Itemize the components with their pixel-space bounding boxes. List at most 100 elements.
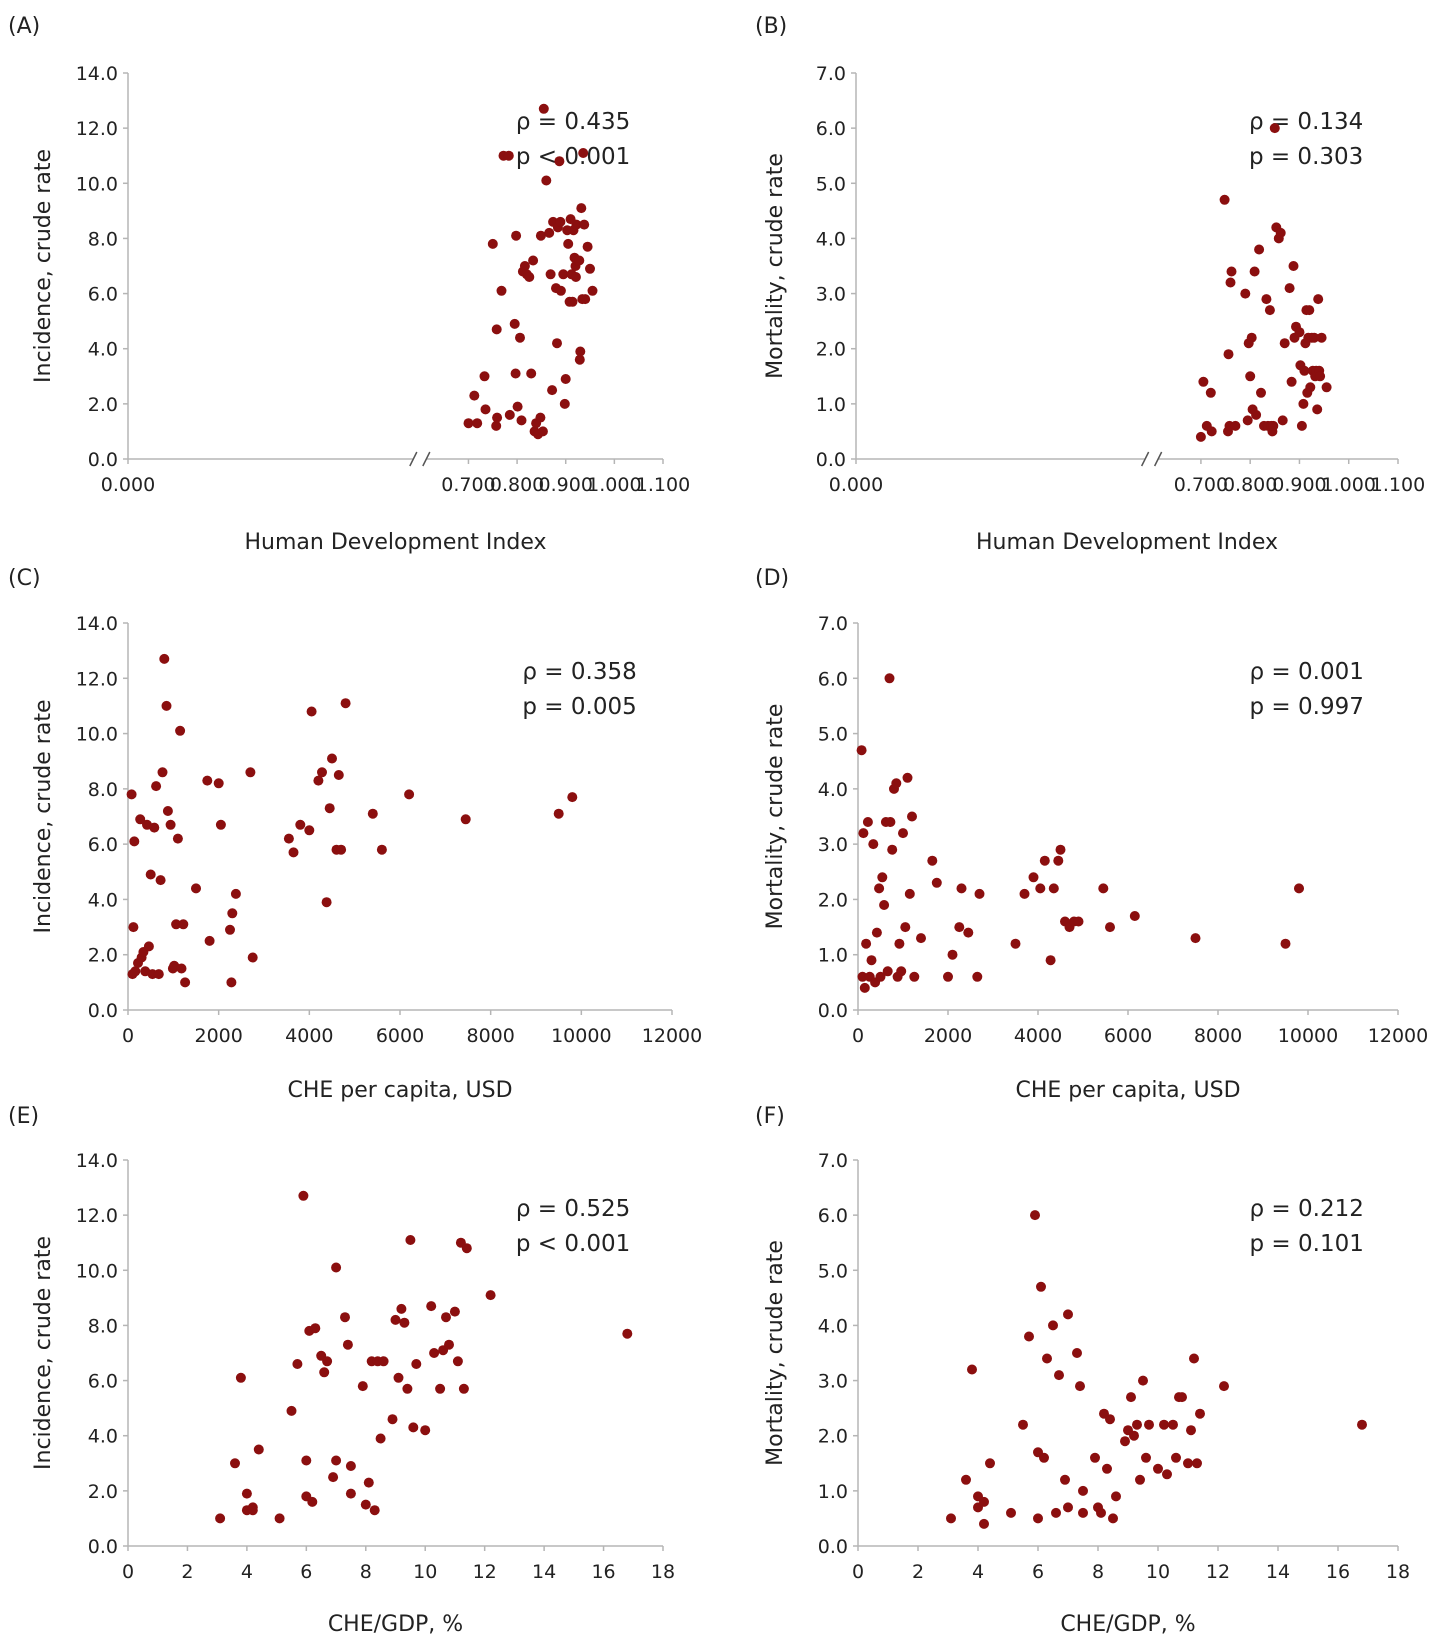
data-point (578, 148, 589, 158)
panel-label: (B) (755, 14, 787, 39)
x-tick-label: 0.900 (539, 474, 593, 496)
data-point (429, 1348, 440, 1358)
data-point (1294, 883, 1304, 894)
data-point (954, 922, 965, 933)
data-point (894, 938, 905, 949)
data-point (378, 1356, 389, 1367)
y-axis-title: Incidence, crude rate (31, 1236, 56, 1470)
data-point (896, 966, 907, 977)
rho-label: ρ = 0.435 (516, 109, 630, 135)
data-point (1294, 327, 1305, 338)
data-point (162, 806, 173, 816)
data-point (345, 1461, 356, 1471)
data-point (149, 822, 160, 833)
data-point (1078, 1507, 1088, 1518)
data-point (1063, 1502, 1073, 1513)
y-tick-label: 5.0 (818, 724, 848, 746)
y-tick-label: 0.0 (818, 1000, 848, 1022)
data-point (143, 941, 154, 952)
data-point (1132, 1419, 1142, 1430)
data-point (909, 971, 920, 982)
data-point (1055, 844, 1066, 855)
y-tick-label: 1.0 (816, 394, 846, 416)
data-point (151, 781, 162, 792)
data-point (157, 767, 168, 778)
data-point (1063, 1309, 1073, 1320)
data-point (298, 1190, 309, 1201)
data-point (541, 175, 552, 186)
data-point (538, 103, 549, 114)
data-point (126, 789, 137, 800)
x-tick-label: 6000 (376, 1025, 424, 1047)
data-point (554, 156, 565, 167)
data-point (1028, 872, 1039, 883)
data-point (874, 883, 885, 894)
data-point (487, 238, 498, 249)
data-point (336, 844, 347, 855)
data-point (460, 814, 471, 825)
data-point (363, 1477, 374, 1488)
data-point (887, 844, 898, 855)
x-tick-label: 2000 (924, 1025, 972, 1047)
y-tick-label: 4.0 (818, 1315, 848, 1337)
x-tick-label: 10 (413, 1561, 437, 1583)
data-point (927, 855, 938, 866)
x-tick-label: 0.700 (1174, 474, 1228, 496)
y-tick-label: 8.0 (88, 779, 118, 801)
data-point (1144, 1419, 1154, 1430)
y-tick-label: 4.0 (818, 779, 848, 801)
data-point (426, 1301, 437, 1312)
y-tick-label: 12.0 (76, 1205, 118, 1227)
data-point (547, 385, 558, 396)
data-point (153, 969, 164, 980)
data-point (1078, 1485, 1088, 1496)
y-axis-title: Incidence, crude rate (31, 700, 56, 934)
data-point (1036, 1281, 1046, 1292)
data-point (1312, 404, 1323, 415)
panel-e: (E) 0.0 2.0 4.0 6.0 8.0 10.0 12.0 14.0 0 2 4 6 8 10 12 1… (8, 1104, 675, 1637)
x-axis-title: Human Development Index (245, 530, 547, 555)
y-tick-label: 5.0 (818, 1260, 848, 1282)
y-tick-label: 12.0 (76, 118, 118, 140)
data-point (552, 338, 562, 349)
data-point (1183, 1458, 1193, 1469)
data-point (313, 775, 324, 786)
data-point (135, 814, 146, 825)
data-point (1225, 277, 1236, 288)
data-point (1254, 244, 1265, 255)
data-point (130, 966, 141, 977)
data-point (1054, 1370, 1064, 1381)
data-point (1051, 1507, 1061, 1518)
data-point (1195, 1408, 1205, 1419)
data-point (1298, 398, 1309, 409)
data-point (900, 922, 911, 933)
data-point (492, 412, 503, 423)
panel-label: (C) (8, 566, 41, 591)
data-point (405, 1235, 416, 1245)
data-point (898, 828, 908, 839)
p-value-label: p = 0.303 (1249, 144, 1363, 170)
y-tick-label: 7.0 (816, 63, 846, 85)
data-point (587, 285, 598, 296)
data-point (1309, 332, 1320, 343)
data-point (1256, 387, 1266, 398)
y-axis-title: Mortality, crude rate (763, 704, 788, 930)
data-point (1288, 261, 1299, 271)
data-point (274, 1513, 285, 1524)
data-point (555, 216, 566, 227)
data-point (862, 817, 873, 827)
data-point (1304, 305, 1315, 316)
data-point (509, 318, 520, 329)
data-point (165, 819, 176, 830)
x-tick-label: 0.800 (1223, 474, 1277, 496)
x-axis-title: CHE per capita, USD (287, 1078, 512, 1103)
data-point (472, 418, 483, 429)
data-point (1105, 1414, 1115, 1425)
data-point (204, 935, 215, 946)
data-point (393, 1372, 404, 1383)
y-tick-label: 12.0 (76, 668, 118, 690)
y-tick-label: 2.0 (88, 945, 118, 967)
data-point (1129, 1430, 1139, 1441)
y-tick-label: 3.0 (816, 284, 846, 306)
data-point (1198, 376, 1209, 387)
